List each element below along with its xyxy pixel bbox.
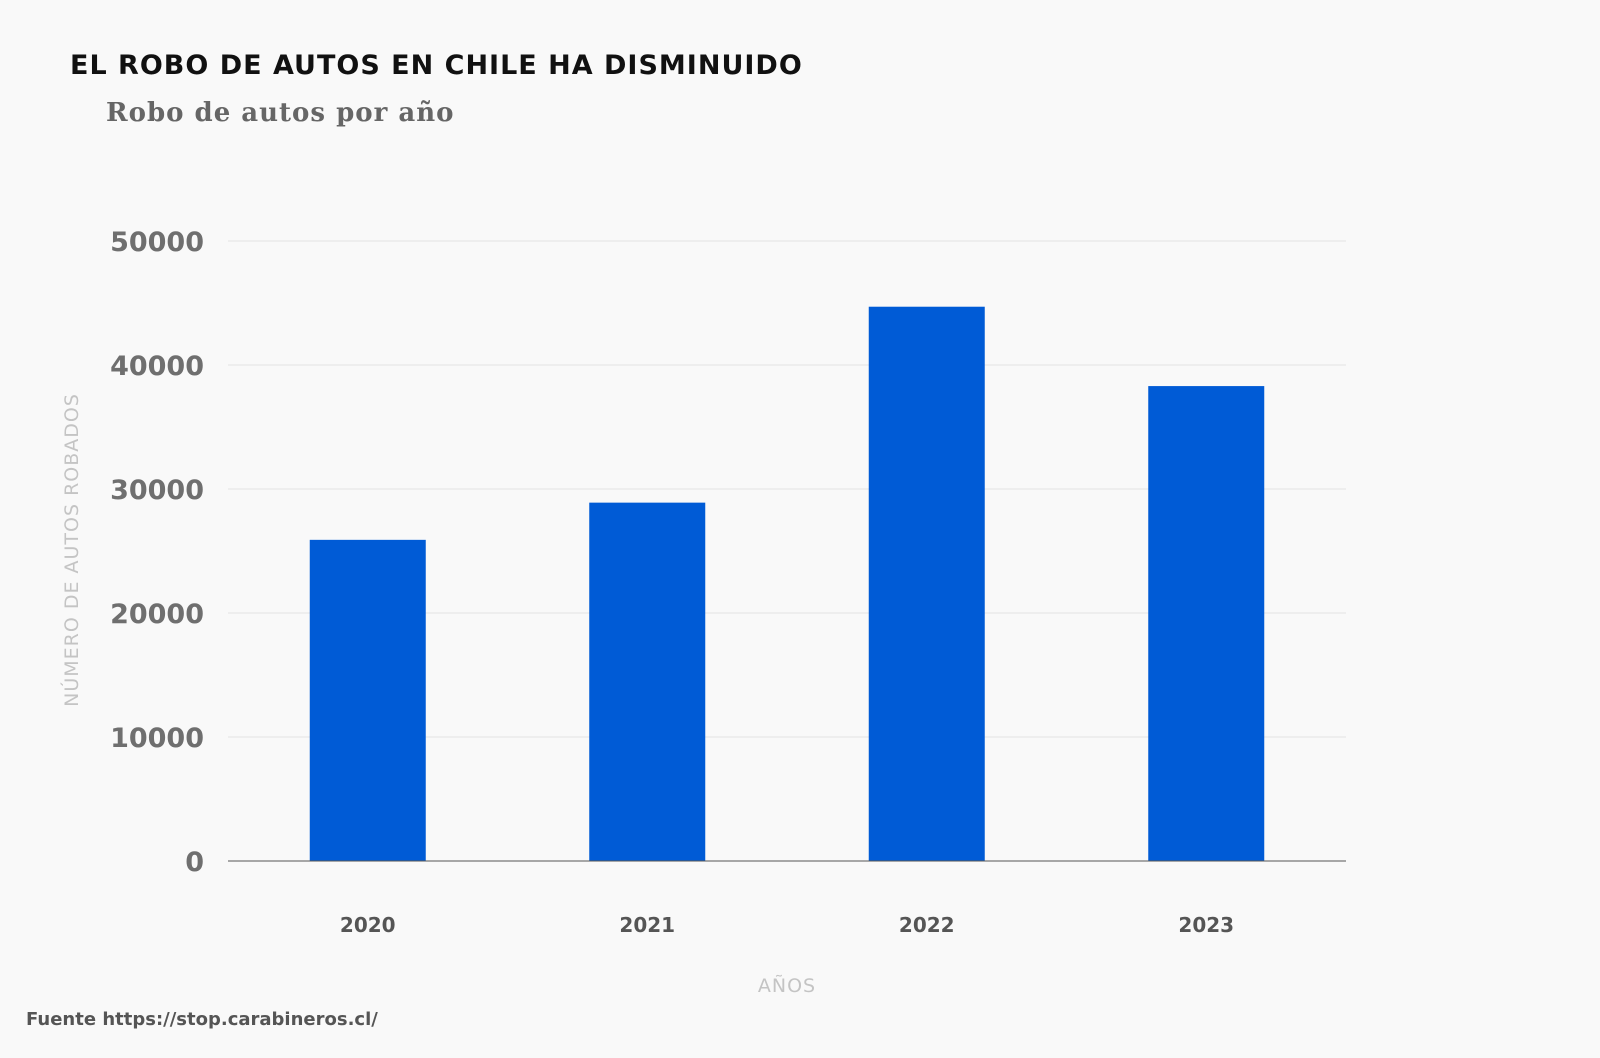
bar-2023: [1148, 386, 1265, 861]
chart-title: EL ROBO DE AUTOS EN CHILE HA DISMINUIDO: [70, 50, 803, 81]
y-tick-label: 10000: [110, 723, 204, 754]
x-tick-label: 2022: [899, 913, 955, 937]
x-axis-ticks: 2020 2021 2022 2023: [340, 913, 1234, 937]
x-tick-label: 2023: [1178, 913, 1234, 937]
bar-2022: [868, 306, 985, 862]
bar-2021: [589, 502, 706, 861]
y-axis-ticks: 0 10000 20000 30000 40000 50000: [110, 227, 204, 878]
y-axis-label: NÚMERO DE AUTOS ROBADOS: [59, 393, 83, 707]
y-tick-label: 40000: [110, 351, 204, 382]
y-tick-label: 20000: [110, 599, 204, 630]
x-tick-label: 2021: [619, 913, 675, 937]
x-axis-label: AÑOS: [758, 974, 816, 997]
y-tick-label: 50000: [110, 227, 204, 258]
x-tick-label: 2020: [340, 913, 396, 937]
y-tick-label: 30000: [110, 475, 204, 506]
chart-subtitle: Robo de autos por año: [106, 98, 455, 128]
bars: [309, 306, 1265, 862]
bar-2020: [309, 539, 426, 861]
y-tick-label: 0: [185, 847, 204, 878]
source-note: Fuente https://stop.carabineros.cl/: [26, 1009, 378, 1030]
